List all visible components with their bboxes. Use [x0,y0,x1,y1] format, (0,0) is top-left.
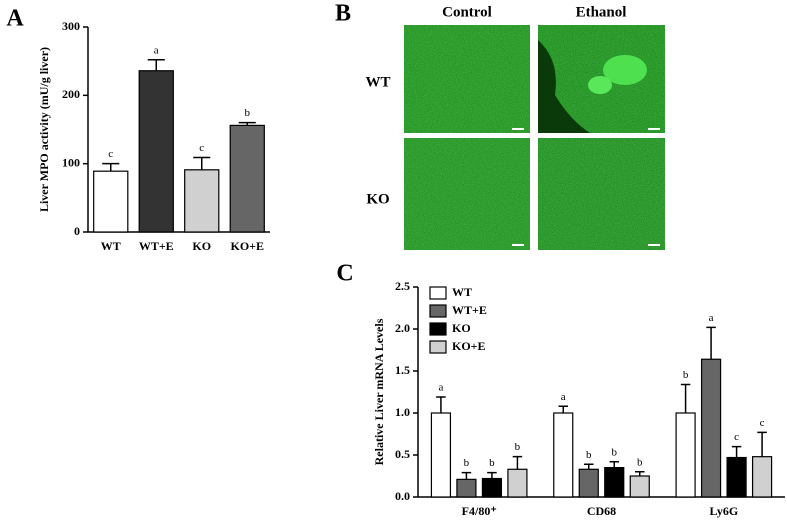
bar [629,475,650,498]
error-bar [147,59,165,71]
x-tick-label: WT+E [139,239,174,253]
legend-swatch [429,322,447,336]
y-tick-label: 1.0 [395,405,410,419]
y-tick-label: 0.5 [395,447,410,461]
legend-label: KO+E [452,339,486,353]
significance-letter: a [154,44,159,56]
error-bar [731,445,742,458]
bar [700,358,722,498]
panel-letter: A [6,6,24,32]
y-tick-label: 1.5 [395,363,410,377]
row-label: WT [365,74,390,90]
panel-letter: C [336,261,353,287]
error-bar [461,471,472,480]
error-bar [609,460,619,468]
legend-label: KO [452,321,471,335]
error-bar [635,471,645,476]
x-tick-label: CD68 [587,504,616,518]
y-tick-label: 2.5 [395,279,410,293]
bar [229,124,265,233]
significance-letter: c [760,417,765,429]
bar [675,412,696,498]
x-tick-label: F4/80⁺ [462,504,497,518]
significance-letter: b [586,449,592,461]
y-tick-label: 300 [62,19,80,33]
significance-letter: b [245,107,251,119]
bright-region [588,76,612,94]
y-axis-label: Liver MPO activity (mU/g liver) [37,47,51,212]
panel-letter: B [335,1,351,27]
legend-label: WT+E [452,303,487,317]
x-tick-label: WT [101,239,121,253]
bar [578,468,599,498]
significance-letter: a [438,382,443,394]
significance-letter: a [709,312,714,324]
row-label: KO [366,191,389,207]
column-label: Control [442,4,492,20]
bar [93,170,129,233]
error-bar [238,121,256,126]
error-bar [757,431,767,457]
error-bar [706,326,716,360]
bar [456,478,477,498]
significance-letter: c [108,148,113,160]
bar [481,477,503,498]
micrograph-texture [404,138,530,250]
bar [184,169,220,233]
bar [553,412,574,498]
y-tick-label: 200 [62,87,80,101]
significance-letter: a [561,391,566,403]
significance-letter: c [199,142,204,154]
y-tick-label: 100 [62,155,80,169]
error-bar [436,396,446,413]
error-bar [193,156,211,170]
micrograph-texture [538,138,665,250]
bar [430,412,452,498]
significance-letter: b [612,446,618,458]
x-tick-label: Ly6G [709,504,738,518]
legend-label: WT [452,285,472,299]
bar [751,456,773,498]
error-bar [487,471,497,479]
x-tick-label: KO [192,239,211,253]
error-bar [680,383,691,413]
bar [604,467,625,498]
significance-letter: b [464,457,470,469]
y-tick-label: 0 [74,224,80,238]
legend-swatch [429,340,447,354]
significance-letter: b [489,457,495,469]
error-bar [584,463,594,470]
column-label: Ethanol [576,4,627,20]
error-bar [102,162,120,172]
significance-letter: b [637,456,643,468]
bar [507,468,528,498]
significance-letter: c [734,431,739,443]
micrographs [404,25,665,250]
y-tick-label: 2.0 [395,321,410,335]
legend-swatch [429,304,447,318]
bar [138,70,174,233]
error-bar [558,405,568,413]
legend-swatch [429,286,447,300]
y-tick-label: 0.0 [395,489,410,503]
bar [726,456,747,498]
error-bar [512,455,523,470]
x-tick-label: KO+E [230,239,264,253]
micrograph-texture [404,25,530,133]
bright-region [603,55,647,85]
y-axis-label: Relative Liver mRNA Levels [372,318,386,465]
significance-letter: b [683,369,689,381]
dark-region [538,40,590,133]
significance-letter: b [515,441,521,453]
